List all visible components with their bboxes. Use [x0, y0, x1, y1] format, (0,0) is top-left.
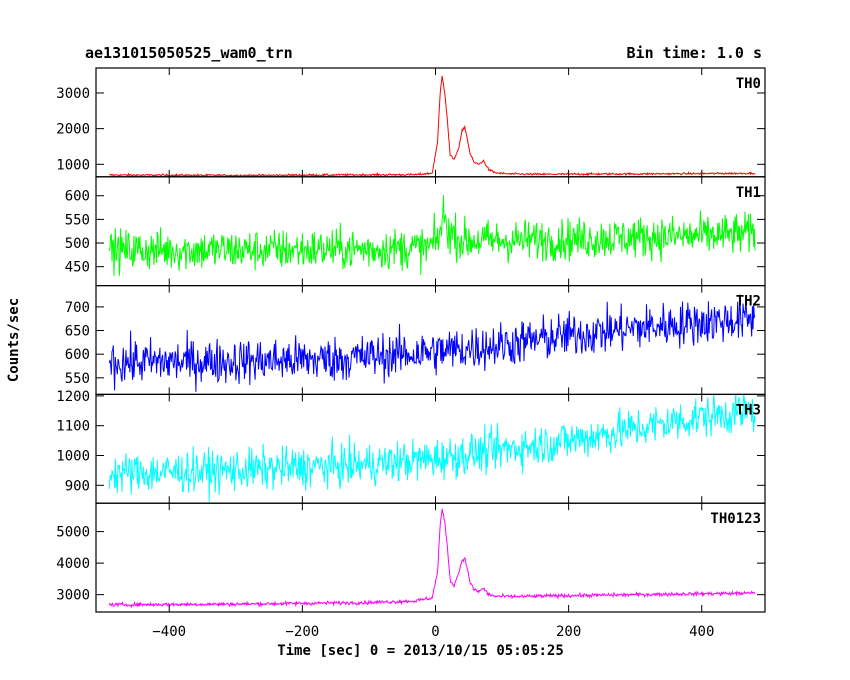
panel-frame: [95, 393, 766, 504]
series-th1: [108, 195, 756, 276]
series-th0123: [108, 508, 756, 609]
y-axis-label: Counts/sec: [6, 298, 22, 382]
y-tick-label: 5000: [56, 525, 90, 541]
y-tick-label: 1100: [56, 419, 90, 435]
panel-th1: 450 500 550 600 TH1: [65, 176, 766, 287]
series-th0: [109, 75, 756, 177]
y-tick-label: 650: [65, 324, 90, 340]
y-tick-label: 600: [65, 189, 90, 205]
panel-label: TH3: [736, 402, 761, 418]
y-tick-label: 1200: [56, 389, 90, 405]
y-tick-label: 500: [65, 236, 90, 252]
panel-label: TH2: [736, 294, 761, 310]
y-tick-label: 450: [65, 260, 90, 276]
panel-label: TH0123: [710, 511, 761, 527]
y-tick-label: 900: [65, 478, 90, 494]
x-tick-label: 0: [431, 624, 439, 640]
panel-th2: 550 600 650 700 TH2: [65, 285, 766, 396]
y-tick-label: 2000: [56, 122, 90, 138]
series-th3: [108, 394, 756, 503]
y-tick-label: 550: [65, 371, 90, 387]
panel-th3: 900 1000 1100 1200 TH3: [56, 389, 766, 504]
y-tick-label: 550: [65, 212, 90, 228]
panel-frame: [95, 502, 766, 613]
y-tick-label: 700: [65, 300, 90, 316]
y-tick-label: 3000: [56, 86, 90, 102]
x-tick-label: 400: [689, 624, 714, 640]
series-th2: [108, 294, 756, 392]
bin-time-label: Bin time: 1.0 s: [626, 44, 762, 62]
x-tick-label: −200: [285, 624, 319, 640]
panel-label: TH1: [736, 185, 761, 201]
y-tick-label: 1000: [56, 157, 90, 173]
panel-th0: 1000 2000 3000 TH0: [56, 67, 766, 178]
panel-th0123: 3000 4000 5000 TH0123: [56, 502, 766, 613]
y-tick-label: 1000: [56, 449, 90, 465]
panel-frame: [95, 67, 766, 178]
y-tick-label: 3000: [56, 588, 90, 604]
y-tick-label: 4000: [56, 556, 90, 572]
x-axis-label: Time [sec] 0 = 2013/10/15 05:05:25: [277, 643, 564, 659]
chart-title: ae131015050525_wam0_trn: [85, 44, 293, 62]
y-tick-label: 600: [65, 347, 90, 363]
panel-label: TH0: [736, 76, 761, 92]
x-tick-label: −400: [152, 624, 186, 640]
x-tick-label: 200: [556, 624, 581, 640]
